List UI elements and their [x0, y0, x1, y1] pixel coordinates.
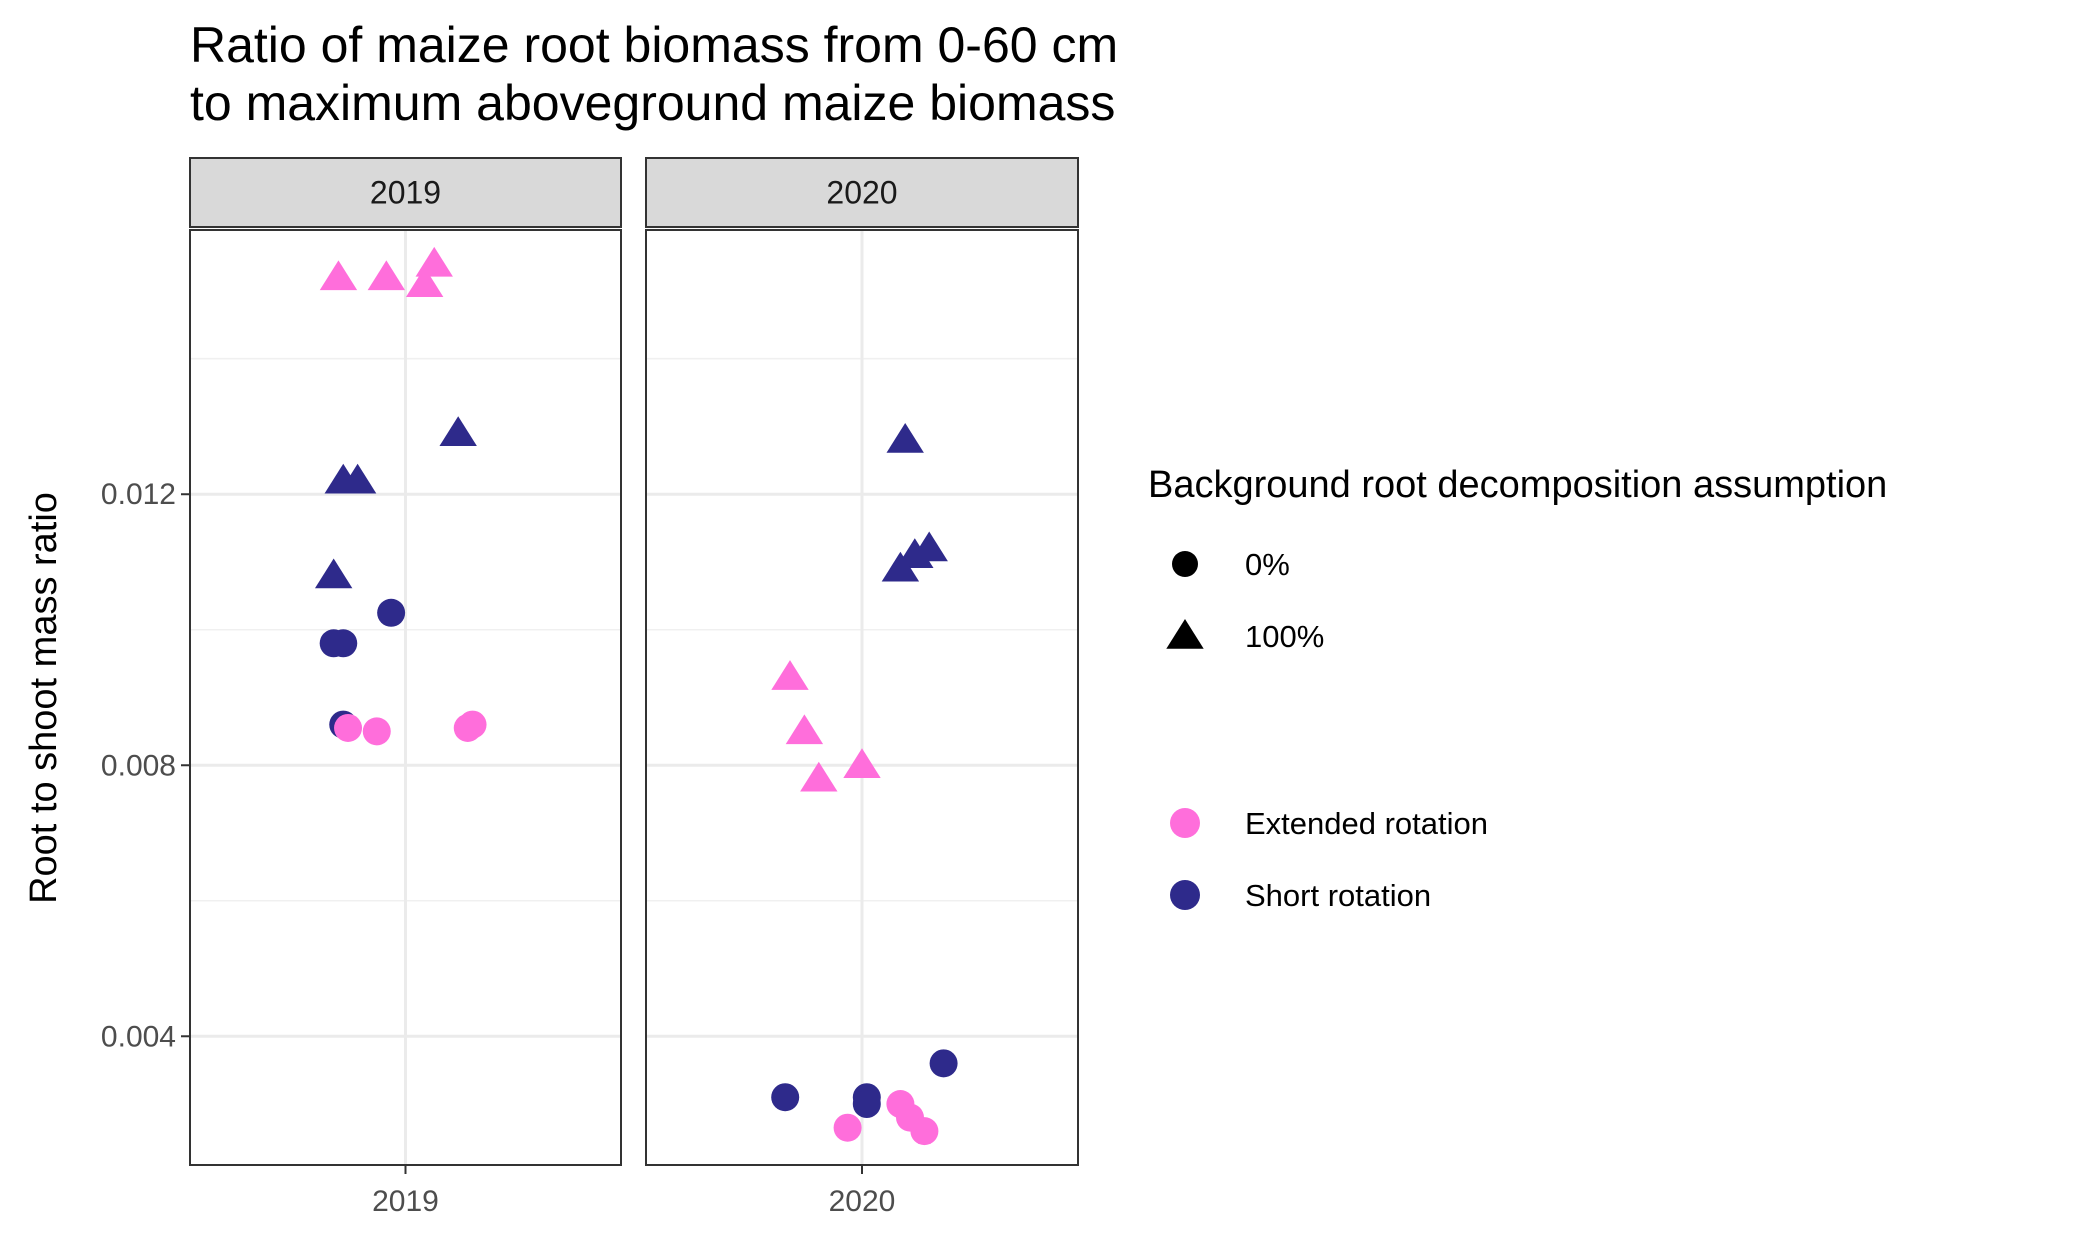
data-point-circle	[362, 717, 391, 746]
x-tick-label: 2019	[372, 1185, 439, 1218]
chart-title: Ratio of maize root biomass from 0-60 cm…	[190, 17, 1118, 131]
legend-item-label: Extended rotation	[1245, 806, 1488, 841]
data-point-triangle	[367, 260, 406, 291]
data-point-triangle	[314, 558, 353, 589]
legend-circle-icon	[1172, 551, 1198, 577]
data-point-circle	[910, 1117, 939, 1146]
facet-panel-2019: 2019 2019	[189, 157, 622, 1218]
facet-strip	[645, 157, 1079, 228]
chart-title-line-1: Ratio of maize root biomass from 0-60 cm	[190, 17, 1118, 73]
data-point-triangle	[881, 551, 920, 582]
chart-title-line-2: to maximum aboveground maize biomass	[190, 75, 1115, 131]
data-point-triangle	[319, 260, 358, 291]
facet-strip-label: 2020	[826, 175, 897, 211]
data-point-circle	[329, 629, 358, 658]
data-point-triangle	[338, 463, 377, 494]
y-tick-label: 0.012	[101, 478, 176, 511]
facet-panels: 2019 2019 2020 2020	[189, 157, 1079, 1218]
facet-panel-2020: 2020 2020	[645, 157, 1079, 1218]
legend-shape: Background root decomposition assumption…	[1148, 464, 1887, 654]
data-point-circle	[771, 1083, 800, 1112]
y-tick-label: 0.004	[101, 1020, 176, 1053]
data-point-circle	[377, 598, 406, 627]
data-point-circle	[334, 713, 363, 742]
legend-item-circle: 0%	[1172, 547, 1290, 582]
data-point-triangle	[771, 660, 809, 690]
legend-triangle-icon	[1166, 619, 1204, 649]
y-axis: 0.004 0.008 0.012	[101, 478, 190, 1053]
legend-item-color: Extended rotation	[1170, 806, 1488, 841]
data-point-circle	[929, 1049, 958, 1078]
legend-item-triangle: 100%	[1166, 619, 1324, 654]
x-tick-label: 2020	[829, 1185, 896, 1218]
data-point-triangle	[785, 714, 824, 745]
legend-item-label: Short rotation	[1245, 878, 1431, 913]
legend: Background root decomposition assumption…	[1148, 464, 1887, 913]
data-point-circle	[852, 1090, 881, 1119]
data-point-triangle	[405, 267, 444, 297]
y-axis-title: Root to shoot mass ratio	[23, 492, 65, 904]
data-point-triangle	[843, 748, 881, 779]
legend-item-label: 0%	[1245, 547, 1290, 582]
legend-item-label: 100%	[1245, 619, 1324, 654]
legend-title: Background root decomposition assumption	[1148, 464, 1887, 506]
points-2019	[314, 246, 487, 746]
points-2020	[771, 423, 958, 1146]
data-point-triangle	[800, 761, 838, 792]
data-point-circle	[453, 713, 482, 742]
legend-item-color: Short rotation	[1170, 878, 1431, 913]
legend-color: Extended rotation Short rotation	[1170, 806, 1488, 913]
y-tick-label: 0.008	[101, 749, 176, 782]
facet-strip-label: 2019	[370, 175, 441, 211]
data-point-triangle	[886, 423, 924, 453]
legend-color-swatch	[1170, 808, 1200, 838]
legend-color-swatch	[1170, 880, 1200, 910]
data-point-triangle	[439, 416, 477, 447]
facet-strip	[189, 157, 622, 228]
data-point-circle	[833, 1113, 862, 1142]
